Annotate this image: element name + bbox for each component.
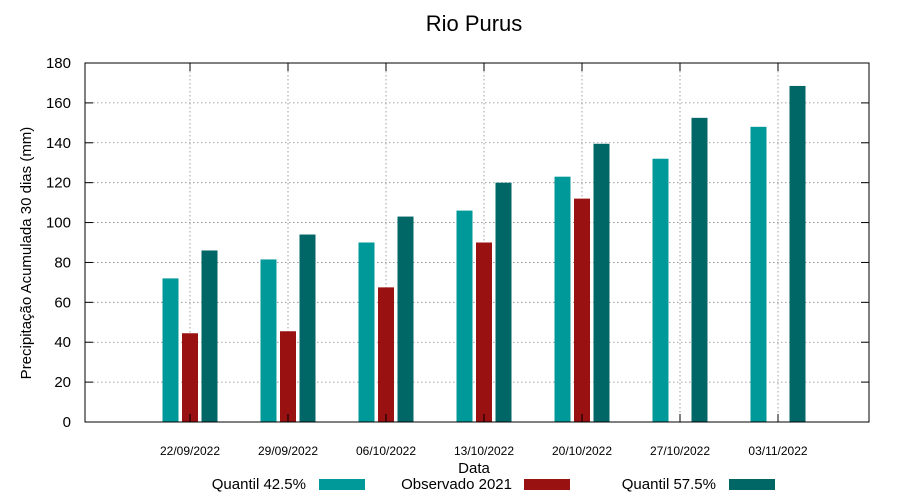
bar xyxy=(691,117,708,422)
plot-frame xyxy=(84,62,870,423)
x-tick-label: 29/09/2022 xyxy=(258,444,318,458)
y-tick-label: 160 xyxy=(46,95,71,112)
bar xyxy=(358,242,375,422)
bar xyxy=(162,278,179,422)
bar xyxy=(397,216,414,422)
bar xyxy=(789,85,806,423)
bars xyxy=(162,85,806,423)
y-tick-label: 120 xyxy=(46,175,71,192)
bar xyxy=(750,126,767,423)
y-tick-label: 60 xyxy=(54,294,71,311)
bar xyxy=(456,210,473,422)
y-tick-label: 100 xyxy=(46,215,71,232)
y-tick-label: 20 xyxy=(54,374,71,391)
bar xyxy=(554,176,571,422)
bar xyxy=(378,287,394,422)
x-tick-label: 06/10/2022 xyxy=(356,444,416,458)
y-tick-label: 40 xyxy=(54,334,71,351)
legend-label: Quantil 42.5% xyxy=(212,476,306,493)
y-tick-label: 0 xyxy=(63,414,71,431)
axis-ticks xyxy=(85,62,869,423)
chart-title: Rio Purus xyxy=(426,11,523,36)
y-tick-label: 80 xyxy=(54,254,71,271)
bar xyxy=(201,250,218,422)
x-tick-labels: 22/09/2022 29/09/2022 06/10/2022 13/10/2022… xyxy=(160,444,808,458)
x-tick-label: 20/10/2022 xyxy=(552,444,612,458)
x-tick-label: 03/11/2022 xyxy=(748,444,807,458)
bar xyxy=(280,331,296,422)
bar xyxy=(260,259,277,422)
y-tick-labels: 0 20 40 60 80 100 120 140 160 180 xyxy=(46,55,71,431)
bar xyxy=(495,182,512,422)
y-axis-label: Precipitação Acumulada 30 dias (mm) xyxy=(18,127,35,380)
bar xyxy=(652,158,669,422)
legend-label: Quantil 57.5% xyxy=(622,476,716,493)
x-tick-label: 27/10/2022 xyxy=(650,444,710,458)
x-tick-label: 13/10/2022 xyxy=(454,444,514,458)
bar xyxy=(476,242,492,422)
y-tick-label: 140 xyxy=(46,135,71,152)
bar xyxy=(182,333,198,422)
bar xyxy=(299,234,316,422)
legend: Quantil 42.5% Observado 2021 Quantil 57.5% xyxy=(212,476,775,493)
legend-swatch xyxy=(524,479,570,490)
x-tick-label: 22/09/2022 xyxy=(160,444,220,458)
legend-swatch xyxy=(319,479,365,490)
bar xyxy=(574,198,590,422)
bar xyxy=(593,143,610,422)
x-axis-label: Data xyxy=(458,460,490,477)
legend-swatch xyxy=(729,479,775,490)
y-tick-label: 180 xyxy=(46,55,71,72)
legend-label: Observado 2021 xyxy=(401,476,512,493)
